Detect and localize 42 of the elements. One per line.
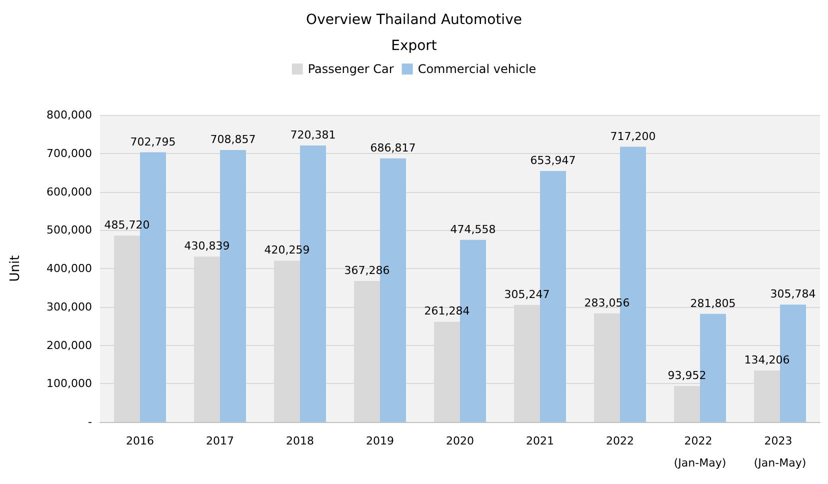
legend-label: Commercial vehicle [418,62,536,76]
data-label: 281,805 [690,296,736,310]
x-tick-label: 2020 [446,434,474,448]
y-tick-label: 800,000 [46,108,92,122]
y-tick-label: 500,000 [46,224,92,237]
x-tick-label: 2021 [526,434,554,448]
chart-title: Overview Thailand Automotive [306,12,522,28]
data-label: 653,947 [530,154,576,168]
y-tick-label: 600,000 [46,185,92,198]
x-tick-label: 2023 (Jan-May) [754,434,806,470]
data-label: 305,247 [504,288,550,301]
y-tick-label: 100,000 [46,377,92,390]
y-tick-label: 300,000 [46,300,92,314]
data-label: 708,857 [210,132,256,146]
x-tick-label: 2017 [206,434,234,448]
data-label: 474,558 [450,222,496,236]
data-label: 93,952 [668,368,706,382]
data-label: 261,284 [424,304,470,318]
data-label: 686,817 [370,141,416,154]
y-tick-label: 200,000 [46,338,92,352]
x-tick-label: 2018 [286,434,314,448]
bar [674,386,700,422]
x-tick-label: 2022 [606,434,634,448]
y-tick-label: 400,000 [46,262,92,275]
chart-subtitle: Export [391,38,438,54]
data-label: 305,784 [770,288,816,301]
data-label: 702,795 [130,135,176,148]
y-tick-label: 700,000 [46,146,92,160]
x-tick-label: 2019 [366,434,394,448]
x-tick-label: 2016 [126,434,154,448]
data-label: 430,839 [184,240,230,253]
data-label: 283,056 [584,296,630,310]
y-axis-title: Unit [8,255,23,282]
data-label: 367,286 [344,264,390,278]
data-label: 134,206 [744,354,790,366]
data-label: 485,720 [104,218,150,232]
data-label: 717,200 [610,130,656,143]
data-label: 720,381 [290,128,336,142]
y-tick-label: - [88,416,92,428]
x-tick-label: 2022 (Jan-May) [674,434,726,470]
data-label: 420,259 [264,244,310,257]
legend-label: Passenger Car [308,62,394,76]
